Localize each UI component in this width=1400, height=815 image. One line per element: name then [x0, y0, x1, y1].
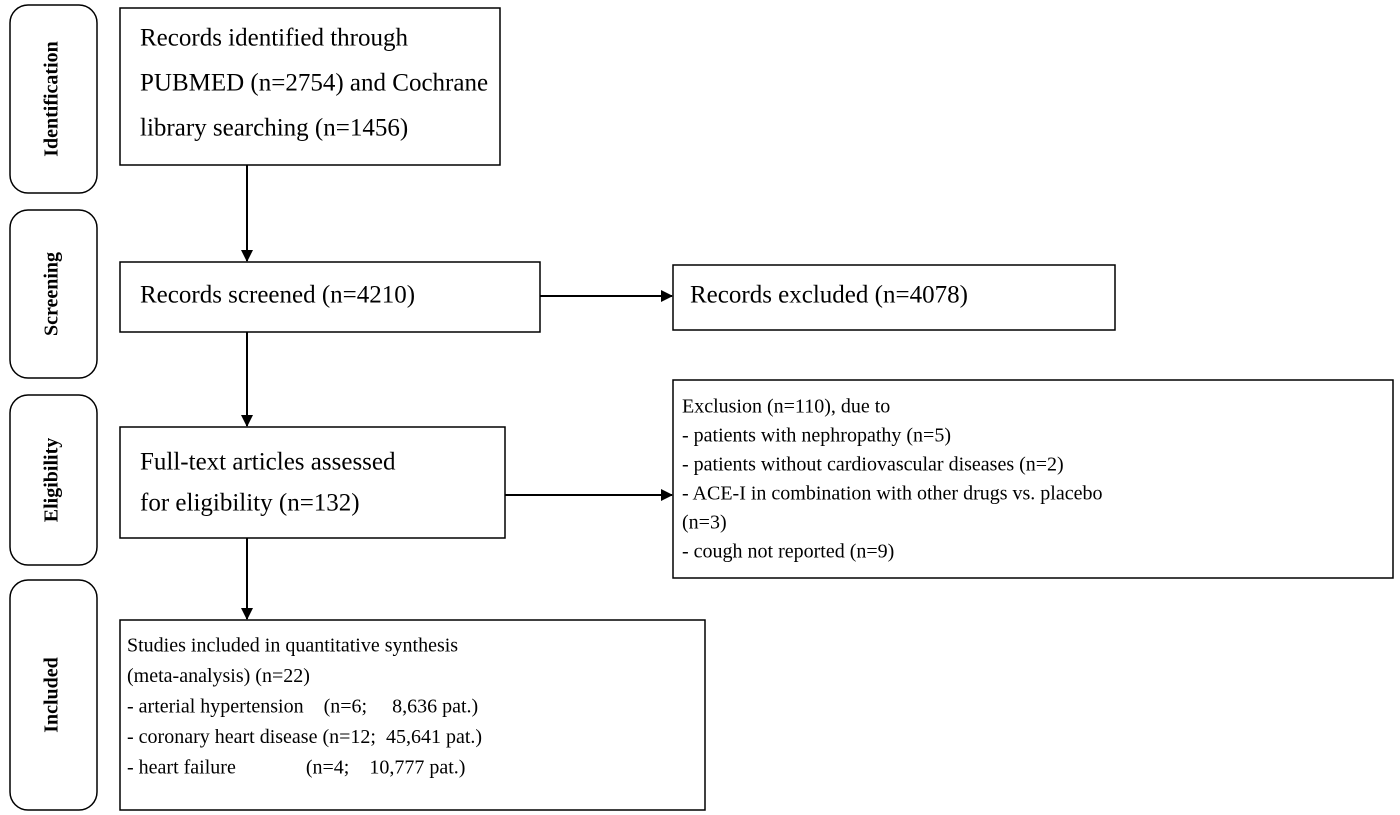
node-text: Records screened (n=4210) — [140, 282, 415, 309]
node-box — [119, 261, 541, 333]
node-text: library searching (n=1456) — [140, 115, 408, 142]
node-text: - heart failure (n=4; 10,777 pat.) — [127, 757, 465, 779]
node-text: Records identified through — [140, 25, 408, 52]
stage-label: Eligibility — [41, 438, 63, 522]
node-text: (meta-analysis) (n=22) — [127, 665, 310, 687]
node-text: Studies included in quantitative synthes… — [127, 635, 458, 657]
node-text: Records excluded (n=4078) — [690, 282, 968, 309]
stage-box — [9, 4, 98, 194]
node-text: - cough not reported (n=9) — [682, 541, 894, 563]
node-text: - arterial hypertension (n=6; 8,636 pat.… — [127, 696, 478, 718]
node-text: Exclusion (n=110), due to — [682, 396, 890, 418]
node-text: Full-text articles assessed — [140, 449, 396, 476]
node-box — [119, 426, 506, 539]
stage-label: Included — [41, 657, 63, 733]
stage-box — [9, 394, 98, 566]
node-text: - ACE-I in combination with other drugs … — [682, 483, 1102, 505]
stage-label: Screening — [41, 252, 63, 336]
stage-box — [9, 209, 98, 379]
node-text: - coronary heart disease (n=12; 45,641 p… — [127, 726, 482, 748]
stage-label: Identification — [41, 41, 63, 157]
node-text: (n=3) — [682, 512, 727, 534]
node-box — [672, 264, 1116, 331]
node-text: for eligibility (n=132) — [140, 490, 360, 517]
stage-box — [9, 579, 98, 811]
node-box — [672, 379, 1394, 579]
node-box — [119, 7, 501, 166]
node-text: - patients without cardiovascular diseas… — [682, 454, 1064, 476]
node-text: PUBMED (n=2754) and Cochrane — [140, 70, 488, 97]
node-text: - patients with nephropathy (n=5) — [682, 425, 951, 447]
node-box — [119, 619, 706, 811]
